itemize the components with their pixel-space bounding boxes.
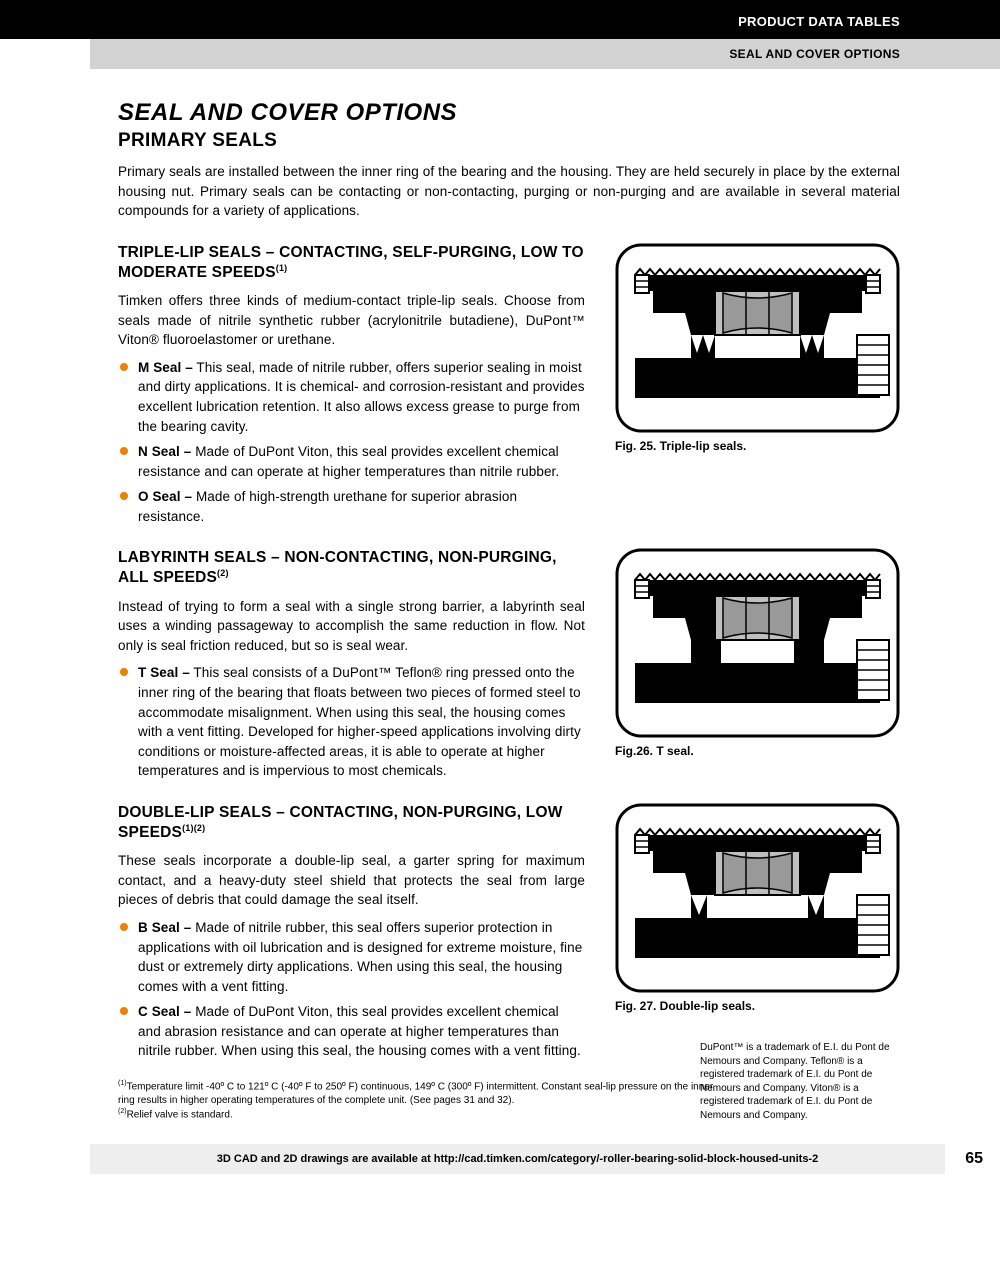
footer-text: 3D CAD and 2D drawings are available at … <box>217 1153 818 1165</box>
section-body: These seals incorporate a double-lip sea… <box>118 851 585 910</box>
bullet-item: O Seal – Made of high-strength urethane … <box>118 487 585 526</box>
footer: 3D CAD and 2D drawings are available at … <box>90 1144 945 1174</box>
figure: Fig. 27. Double-lip seals. <box>615 803 900 1013</box>
bullet-item: B Seal – Made of nitrile rubber, this se… <box>118 918 585 996</box>
bullet-list: T Seal – This seal consists of a DuPont™… <box>118 663 585 780</box>
bullet-list: M Seal – This seal, made of nitrile rubb… <box>118 358 585 527</box>
title-sub: PRIMARY SEALS <box>118 130 900 152</box>
figure: Fig. 25. Triple-lip seals. <box>615 243 900 453</box>
footnotes: (1)Temperature limit -40º C to 121º C (-… <box>118 1079 718 1122</box>
footnote: (1)Temperature limit -40º C to 121º C (-… <box>118 1079 718 1107</box>
bullet-item: C Seal – Made of DuPont Viton, this seal… <box>118 1002 585 1061</box>
content: SEAL AND COVER OPTIONS PRIMARY SEALS Pri… <box>0 69 1000 1122</box>
figure-caption: Fig.26. T seal. <box>615 744 900 758</box>
section-heading: DOUBLE-LIP SEALS – CONTACTING, NON-PURGI… <box>118 803 585 843</box>
section-body: Instead of trying to form a seal with a … <box>118 597 585 656</box>
figure-caption: Fig. 25. Triple-lip seals. <box>615 439 900 453</box>
title-main: SEAL AND COVER OPTIONS <box>118 99 900 127</box>
section-heading: LABYRINTH SEALS – NON-CONTACTING, NON-PU… <box>118 548 585 588</box>
bullet-item: T Seal – This seal consists of a DuPont™… <box>118 663 585 780</box>
footnote: (2)Relief valve is standard. <box>118 1107 718 1122</box>
page-number: 65 <box>965 1150 983 1168</box>
seal-diagram <box>615 243 900 433</box>
bullet-item: M Seal – This seal, made of nitrile rubb… <box>118 358 585 436</box>
bottom-wrap: (1)Temperature limit -40º C to 121º C (-… <box>118 1079 900 1122</box>
bullet-list: B Seal – Made of nitrile rubber, this se… <box>118 918 585 1061</box>
header-black: PRODUCT DATA TABLES <box>0 0 1000 39</box>
figure-diagram <box>615 548 900 738</box>
bullet-item: N Seal – Made of DuPont Viton, this seal… <box>118 442 585 481</box>
section-body: Timken offers three kinds of medium-cont… <box>118 291 585 350</box>
intro-paragraph: Primary seals are installed between the … <box>118 162 900 221</box>
seal-diagram <box>615 548 900 738</box>
figure-diagram <box>615 243 900 433</box>
trademark-notice: DuPont™ is a trademark of E.I. du Pont d… <box>700 1041 900 1122</box>
section-text: TRIPLE-LIP SEALS – CONTACTING, SELF-PURG… <box>118 243 585 527</box>
figure-diagram <box>615 803 900 993</box>
section-text: LABYRINTH SEALS – NON-CONTACTING, NON-PU… <box>118 548 585 781</box>
section-heading: TRIPLE-LIP SEALS – CONTACTING, SELF-PURG… <box>118 243 585 283</box>
section: TRIPLE-LIP SEALS – CONTACTING, SELF-PURG… <box>118 243 900 527</box>
section: DOUBLE-LIP SEALS – CONTACTING, NON-PURGI… <box>118 803 900 1061</box>
header-gray: SEAL AND COVER OPTIONS <box>90 39 1000 69</box>
figure: Fig.26. T seal. <box>615 548 900 758</box>
seal-diagram <box>615 803 900 993</box>
section-text: DOUBLE-LIP SEALS – CONTACTING, NON-PURGI… <box>118 803 585 1061</box>
section: LABYRINTH SEALS – NON-CONTACTING, NON-PU… <box>118 548 900 781</box>
figure-caption: Fig. 27. Double-lip seals. <box>615 999 900 1013</box>
